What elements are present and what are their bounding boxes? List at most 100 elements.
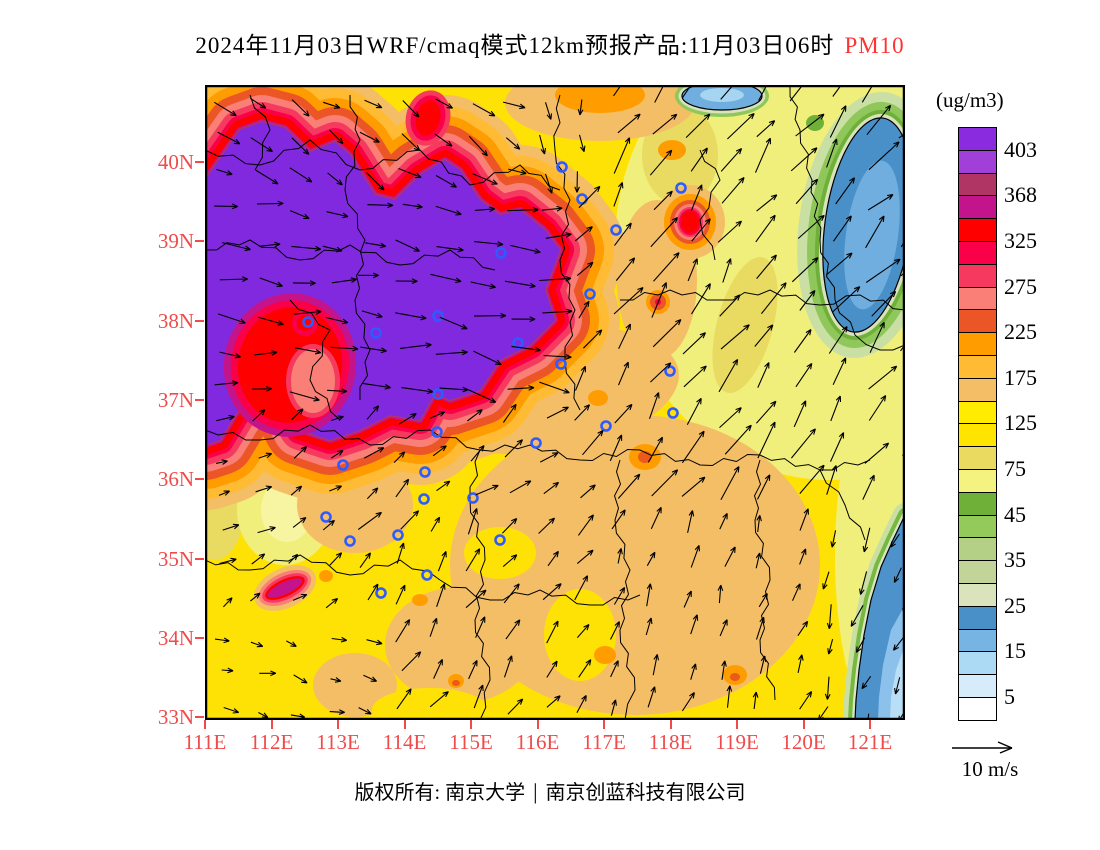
- legend-color-cell: [958, 400, 997, 425]
- wind-vector: [724, 546, 736, 567]
- wind-vector: [861, 675, 872, 690]
- wind-vector: [869, 321, 885, 353]
- wind-vector: [576, 261, 594, 277]
- legend-color-cell: [958, 149, 997, 174]
- wind-vector: [429, 411, 446, 419]
- wind-vector: [292, 593, 308, 601]
- lon-tick-label: 115E: [449, 730, 493, 754]
- wind-vector: [720, 85, 734, 100]
- wind-vector: [395, 619, 411, 643]
- legend-color-cell: [958, 172, 997, 197]
- wind-vector: [893, 567, 902, 583]
- city-marker: [419, 466, 431, 478]
- wind-vector: [756, 120, 776, 138]
- legend-color-cell: [958, 332, 997, 356]
- city-marker: [667, 407, 679, 419]
- wind-vector: [291, 245, 322, 252]
- wind-vector: [214, 203, 238, 210]
- wind-vector: [437, 551, 447, 572]
- wind-vector: [610, 660, 619, 678]
- wind-vector: [325, 316, 349, 325]
- wind-vector: [832, 85, 842, 97]
- wind-vector: [435, 205, 462, 216]
- wind-vector: [580, 484, 596, 499]
- wind-vector: [576, 694, 587, 714]
- wind-vector: [542, 583, 562, 601]
- wind-vector: [365, 242, 387, 249]
- legend-value-label: 45: [1004, 501, 1026, 527]
- wind-vector: [691, 218, 711, 242]
- wind-vector: [682, 332, 707, 355]
- city-marker: [431, 426, 443, 438]
- lon-tick-label: 111E: [183, 730, 227, 754]
- copyright-divider: |: [533, 779, 538, 804]
- wind-vector: [358, 272, 379, 279]
- wind-vector: [822, 571, 830, 590]
- wind-vector: [504, 439, 524, 458]
- wind-vector: [322, 519, 335, 531]
- wind-vector: [832, 215, 852, 242]
- legend-color-cell: [958, 263, 997, 288]
- wind-vector: [364, 447, 385, 459]
- wind-vector: [799, 290, 816, 311]
- wind-vector: [652, 654, 660, 676]
- wind-vector: [868, 141, 900, 171]
- lon-tick-label: 121E: [847, 730, 893, 754]
- wind-vector: [258, 241, 281, 248]
- wind-vector: [256, 200, 284, 207]
- wind-vector: [395, 584, 406, 605]
- wind-vector: [219, 276, 248, 283]
- wind-vector: [366, 639, 383, 646]
- wind-vector: [258, 452, 273, 459]
- wind-vector: [395, 239, 421, 252]
- wind-vector: [651, 282, 667, 318]
- lat-tick-mark: [195, 557, 204, 560]
- wind-vector: [850, 605, 864, 627]
- wind-vector: [864, 442, 890, 464]
- city-marker: [494, 534, 506, 546]
- wind-vector: [681, 692, 695, 712]
- lat-tick-label: 37N: [157, 387, 194, 412]
- wind-vector: [577, 99, 584, 116]
- wind-vector: [683, 590, 692, 608]
- wind-vector: [395, 478, 410, 498]
- wind-vector: [219, 557, 237, 565]
- wind-vector: [867, 713, 870, 720]
- wind-vector: [432, 445, 447, 457]
- wind-vector: [576, 549, 594, 565]
- legend-color-cell: [958, 469, 997, 493]
- wind-vector: [613, 286, 644, 315]
- wind-vector: [433, 658, 443, 679]
- contour-layer: [205, 85, 905, 720]
- wind-vector: [546, 695, 561, 708]
- wind-vector: [217, 131, 241, 145]
- wind-vector: [614, 403, 633, 424]
- city-marker: [302, 316, 314, 328]
- lon-tick-mark: [536, 720, 539, 729]
- wind-vector: [475, 484, 499, 496]
- wind-vector: [250, 97, 267, 109]
- wind-vector: [614, 222, 632, 246]
- wind-vector: [574, 226, 593, 242]
- wind-vector: [363, 674, 378, 682]
- city-marker: [418, 493, 430, 505]
- wind-vector: [329, 552, 343, 566]
- wind-vector: [361, 382, 391, 390]
- legend-value-label: 125: [1004, 410, 1037, 436]
- wind-vector: [395, 312, 427, 321]
- legend-color-cell: [958, 309, 997, 334]
- wind-vector: [507, 385, 535, 391]
- wind-vector: [719, 407, 742, 429]
- wind-vector: [250, 641, 264, 648]
- wind-vector: [686, 397, 702, 426]
- wind-vector: [868, 395, 887, 421]
- wind-vector: [474, 206, 496, 213]
- wind-vector: [690, 184, 703, 211]
- lat-tick-mark: [195, 716, 204, 719]
- wind-vector: [503, 655, 513, 678]
- legend-value-label: 25: [1004, 592, 1026, 618]
- wind-vector: [398, 167, 422, 179]
- city-marker: [432, 388, 444, 400]
- legend-value-label: 275: [1004, 273, 1037, 299]
- wind-vector: [216, 414, 235, 422]
